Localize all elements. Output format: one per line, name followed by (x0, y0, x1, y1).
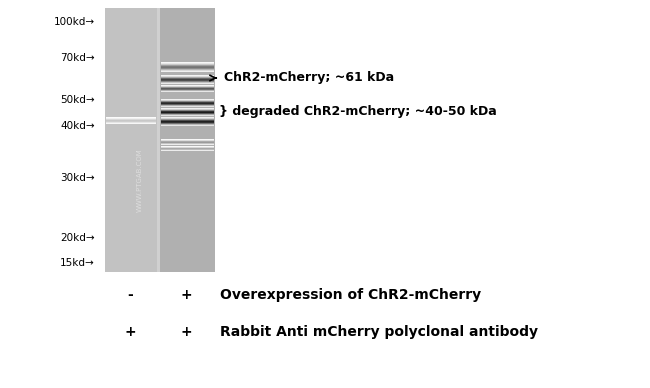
Text: 30kd→: 30kd→ (60, 173, 95, 183)
Bar (106, 119, 156, 120)
Bar (161, 87, 214, 88)
Bar (161, 79, 214, 80)
Bar (161, 121, 214, 122)
Text: 20kd→: 20kd→ (60, 233, 95, 243)
Bar (161, 81, 214, 82)
Bar (161, 146, 214, 147)
Bar (161, 75, 214, 76)
Bar (161, 123, 214, 124)
Bar (161, 80, 214, 81)
Bar (161, 113, 214, 114)
Bar (161, 141, 214, 142)
Text: +: + (180, 288, 192, 302)
Bar (161, 118, 214, 119)
Bar (106, 122, 156, 123)
Text: +: + (124, 325, 136, 339)
Bar (161, 101, 214, 102)
Bar (161, 109, 214, 110)
Text: Overexpression of ChR2-mCherry: Overexpression of ChR2-mCherry (220, 288, 481, 302)
Bar (161, 66, 214, 67)
Bar (161, 143, 214, 144)
Bar (161, 122, 214, 123)
Text: 100kd→: 100kd→ (54, 17, 95, 27)
Bar (161, 65, 214, 66)
Bar (161, 119, 214, 120)
Text: 15kd→: 15kd→ (60, 258, 95, 268)
Bar (161, 83, 214, 84)
Bar (161, 108, 214, 109)
Bar (106, 120, 156, 121)
Bar (161, 99, 214, 100)
Bar (161, 70, 214, 71)
Bar (161, 140, 214, 141)
Bar (161, 150, 214, 151)
Bar (161, 111, 214, 112)
Bar (161, 82, 214, 83)
Bar (161, 86, 214, 87)
Bar (161, 85, 214, 86)
Text: 50kd→: 50kd→ (60, 95, 95, 105)
Text: +: + (180, 325, 192, 339)
Text: } degraded ChR2-mCherry; ~40-50 kDa: } degraded ChR2-mCherry; ~40-50 kDa (219, 106, 497, 118)
Bar (106, 123, 156, 124)
Bar (161, 103, 214, 104)
Bar (161, 106, 214, 107)
Text: WWW.PTGAB.COM: WWW.PTGAB.COM (137, 148, 143, 212)
Bar (105, 8, 157, 272)
Bar (161, 76, 214, 77)
Bar (161, 78, 214, 79)
Bar (161, 71, 214, 72)
Bar (161, 115, 214, 116)
Bar (161, 144, 214, 145)
Text: ChR2-mCherry; ~61 kDa: ChR2-mCherry; ~61 kDa (224, 71, 394, 85)
Bar (161, 64, 214, 65)
Bar (161, 149, 214, 150)
Bar (161, 67, 214, 68)
Bar (161, 125, 214, 126)
Bar (161, 147, 214, 148)
Text: -: - (127, 288, 133, 302)
Text: 40kd→: 40kd→ (60, 121, 95, 131)
Bar (161, 124, 214, 125)
Bar (161, 105, 214, 106)
Bar (161, 90, 214, 91)
Bar (161, 62, 214, 63)
Bar (161, 69, 214, 70)
Bar (161, 114, 214, 115)
Bar (161, 104, 214, 105)
Bar (161, 139, 214, 140)
Bar (106, 121, 156, 122)
Bar (161, 100, 214, 101)
Bar (160, 8, 215, 272)
Bar (106, 118, 156, 119)
Bar (161, 102, 214, 103)
Bar (161, 110, 214, 111)
Bar (106, 117, 156, 118)
Text: Rabbit Anti mCherry polyclonal antibody: Rabbit Anti mCherry polyclonal antibody (220, 325, 538, 339)
Text: 70kd→: 70kd→ (60, 53, 95, 63)
Bar (161, 120, 214, 121)
Bar (157, 8, 160, 272)
Bar (161, 89, 214, 90)
Bar (161, 112, 214, 113)
Bar (161, 148, 214, 149)
Bar (161, 91, 214, 92)
Bar (161, 68, 214, 69)
Bar (161, 63, 214, 64)
Bar (161, 117, 214, 118)
Bar (161, 88, 214, 89)
Bar (161, 77, 214, 78)
Bar (161, 142, 214, 143)
